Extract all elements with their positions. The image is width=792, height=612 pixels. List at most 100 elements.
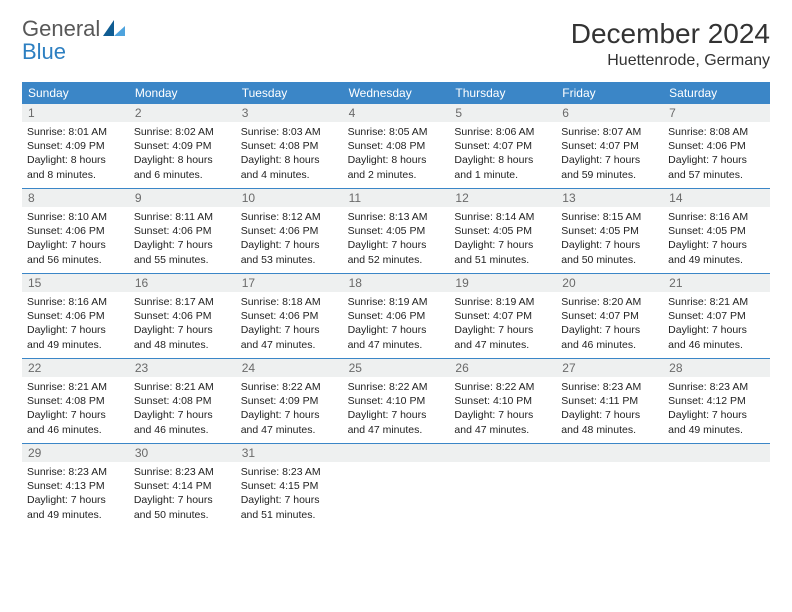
calendar-day: 11Sunrise: 8:13 AMSunset: 4:05 PMDayligh… <box>343 189 450 273</box>
day-content: Sunrise: 8:02 AMSunset: 4:09 PMDaylight:… <box>129 122 236 187</box>
weekday-header: Sunday Monday Tuesday Wednesday Thursday… <box>22 82 770 104</box>
calendar-day: 15Sunrise: 8:16 AMSunset: 4:06 PMDayligh… <box>22 274 129 358</box>
calendar-day: 5Sunrise: 8:06 AMSunset: 4:07 PMDaylight… <box>449 104 556 188</box>
day-number: 23 <box>129 359 236 377</box>
calendar-day-empty <box>556 444 663 528</box>
logo-sail-icon <box>103 20 125 41</box>
calendar-week: 8Sunrise: 8:10 AMSunset: 4:06 PMDaylight… <box>22 189 770 274</box>
day-number-empty <box>343 444 450 462</box>
day-content: Sunrise: 8:17 AMSunset: 4:06 PMDaylight:… <box>129 292 236 357</box>
calendar-day-empty <box>663 444 770 528</box>
day-content: Sunrise: 8:13 AMSunset: 4:05 PMDaylight:… <box>343 207 450 272</box>
calendar-day: 18Sunrise: 8:19 AMSunset: 4:06 PMDayligh… <box>343 274 450 358</box>
calendar-day: 12Sunrise: 8:14 AMSunset: 4:05 PMDayligh… <box>449 189 556 273</box>
weeks-container: 1Sunrise: 8:01 AMSunset: 4:09 PMDaylight… <box>22 104 770 528</box>
day-number: 15 <box>22 274 129 292</box>
day-content: Sunrise: 8:08 AMSunset: 4:06 PMDaylight:… <box>663 122 770 187</box>
day-number: 20 <box>556 274 663 292</box>
calendar-day: 6Sunrise: 8:07 AMSunset: 4:07 PMDaylight… <box>556 104 663 188</box>
day-content: Sunrise: 8:23 AMSunset: 4:12 PMDaylight:… <box>663 377 770 442</box>
day-number: 25 <box>343 359 450 377</box>
day-content: Sunrise: 8:14 AMSunset: 4:05 PMDaylight:… <box>449 207 556 272</box>
day-number: 28 <box>663 359 770 377</box>
calendar-day: 20Sunrise: 8:20 AMSunset: 4:07 PMDayligh… <box>556 274 663 358</box>
day-content: Sunrise: 8:03 AMSunset: 4:08 PMDaylight:… <box>236 122 343 187</box>
day-content: Sunrise: 8:19 AMSunset: 4:07 PMDaylight:… <box>449 292 556 357</box>
day-number: 14 <box>663 189 770 207</box>
header: General Blue December 2024 Huettenrode, … <box>22 18 770 70</box>
day-content: Sunrise: 8:23 AMSunset: 4:11 PMDaylight:… <box>556 377 663 442</box>
day-content: Sunrise: 8:11 AMSunset: 4:06 PMDaylight:… <box>129 207 236 272</box>
day-content: Sunrise: 8:01 AMSunset: 4:09 PMDaylight:… <box>22 122 129 187</box>
calendar-day: 29Sunrise: 8:23 AMSunset: 4:13 PMDayligh… <box>22 444 129 528</box>
day-number: 5 <box>449 104 556 122</box>
weekday-label: Thursday <box>449 82 556 104</box>
weekday-label: Tuesday <box>236 82 343 104</box>
day-number: 22 <box>22 359 129 377</box>
calendar: Sunday Monday Tuesday Wednesday Thursday… <box>22 82 770 528</box>
day-content: Sunrise: 8:16 AMSunset: 4:05 PMDaylight:… <box>663 207 770 272</box>
day-number: 27 <box>556 359 663 377</box>
calendar-week: 15Sunrise: 8:16 AMSunset: 4:06 PMDayligh… <box>22 274 770 359</box>
calendar-day: 21Sunrise: 8:21 AMSunset: 4:07 PMDayligh… <box>663 274 770 358</box>
day-number: 4 <box>343 104 450 122</box>
day-content: Sunrise: 8:23 AMSunset: 4:14 PMDaylight:… <box>129 462 236 527</box>
logo-text-blue: Blue <box>22 39 66 64</box>
day-content: Sunrise: 8:21 AMSunset: 4:07 PMDaylight:… <box>663 292 770 357</box>
day-number: 10 <box>236 189 343 207</box>
day-content: Sunrise: 8:06 AMSunset: 4:07 PMDaylight:… <box>449 122 556 187</box>
day-content: Sunrise: 8:23 AMSunset: 4:15 PMDaylight:… <box>236 462 343 527</box>
calendar-day-empty <box>343 444 450 528</box>
calendar-day: 19Sunrise: 8:19 AMSunset: 4:07 PMDayligh… <box>449 274 556 358</box>
day-content: Sunrise: 8:10 AMSunset: 4:06 PMDaylight:… <box>22 207 129 272</box>
day-content: Sunrise: 8:18 AMSunset: 4:06 PMDaylight:… <box>236 292 343 357</box>
day-number: 31 <box>236 444 343 462</box>
calendar-day: 16Sunrise: 8:17 AMSunset: 4:06 PMDayligh… <box>129 274 236 358</box>
day-number: 16 <box>129 274 236 292</box>
day-number: 1 <box>22 104 129 122</box>
calendar-day: 31Sunrise: 8:23 AMSunset: 4:15 PMDayligh… <box>236 444 343 528</box>
day-number: 12 <box>449 189 556 207</box>
calendar-day: 30Sunrise: 8:23 AMSunset: 4:14 PMDayligh… <box>129 444 236 528</box>
day-content: Sunrise: 8:23 AMSunset: 4:13 PMDaylight:… <box>22 462 129 527</box>
calendar-day: 23Sunrise: 8:21 AMSunset: 4:08 PMDayligh… <box>129 359 236 443</box>
calendar-day: 3Sunrise: 8:03 AMSunset: 4:08 PMDaylight… <box>236 104 343 188</box>
day-content: Sunrise: 8:21 AMSunset: 4:08 PMDaylight:… <box>129 377 236 442</box>
logo: General Blue <box>22 18 125 64</box>
day-number: 26 <box>449 359 556 377</box>
calendar-week: 1Sunrise: 8:01 AMSunset: 4:09 PMDaylight… <box>22 104 770 189</box>
page-title: December 2024 <box>571 18 770 50</box>
day-content: Sunrise: 8:07 AMSunset: 4:07 PMDaylight:… <box>556 122 663 187</box>
day-number: 8 <box>22 189 129 207</box>
day-number-empty <box>663 444 770 462</box>
weekday-label: Sunday <box>22 82 129 104</box>
calendar-day: 27Sunrise: 8:23 AMSunset: 4:11 PMDayligh… <box>556 359 663 443</box>
weekday-label: Monday <box>129 82 236 104</box>
day-number: 19 <box>449 274 556 292</box>
calendar-day: 7Sunrise: 8:08 AMSunset: 4:06 PMDaylight… <box>663 104 770 188</box>
day-content: Sunrise: 8:21 AMSunset: 4:08 PMDaylight:… <box>22 377 129 442</box>
day-number: 21 <box>663 274 770 292</box>
day-number: 17 <box>236 274 343 292</box>
day-number: 11 <box>343 189 450 207</box>
day-number: 3 <box>236 104 343 122</box>
calendar-day: 26Sunrise: 8:22 AMSunset: 4:10 PMDayligh… <box>449 359 556 443</box>
day-content: Sunrise: 8:16 AMSunset: 4:06 PMDaylight:… <box>22 292 129 357</box>
location: Huettenrode, Germany <box>571 52 770 70</box>
calendar-page: General Blue December 2024 Huettenrode, … <box>0 0 792 546</box>
calendar-day-empty <box>449 444 556 528</box>
day-content: Sunrise: 8:22 AMSunset: 4:10 PMDaylight:… <box>449 377 556 442</box>
day-number: 6 <box>556 104 663 122</box>
day-number-empty <box>556 444 663 462</box>
calendar-day: 22Sunrise: 8:21 AMSunset: 4:08 PMDayligh… <box>22 359 129 443</box>
day-content: Sunrise: 8:22 AMSunset: 4:09 PMDaylight:… <box>236 377 343 442</box>
calendar-day: 28Sunrise: 8:23 AMSunset: 4:12 PMDayligh… <box>663 359 770 443</box>
day-number: 7 <box>663 104 770 122</box>
calendar-day: 24Sunrise: 8:22 AMSunset: 4:09 PMDayligh… <box>236 359 343 443</box>
logo-text-general: General <box>22 16 100 41</box>
day-content: Sunrise: 8:19 AMSunset: 4:06 PMDaylight:… <box>343 292 450 357</box>
day-number-empty <box>449 444 556 462</box>
calendar-day: 25Sunrise: 8:22 AMSunset: 4:10 PMDayligh… <box>343 359 450 443</box>
title-block: December 2024 Huettenrode, Germany <box>571 18 770 70</box>
day-content: Sunrise: 8:20 AMSunset: 4:07 PMDaylight:… <box>556 292 663 357</box>
